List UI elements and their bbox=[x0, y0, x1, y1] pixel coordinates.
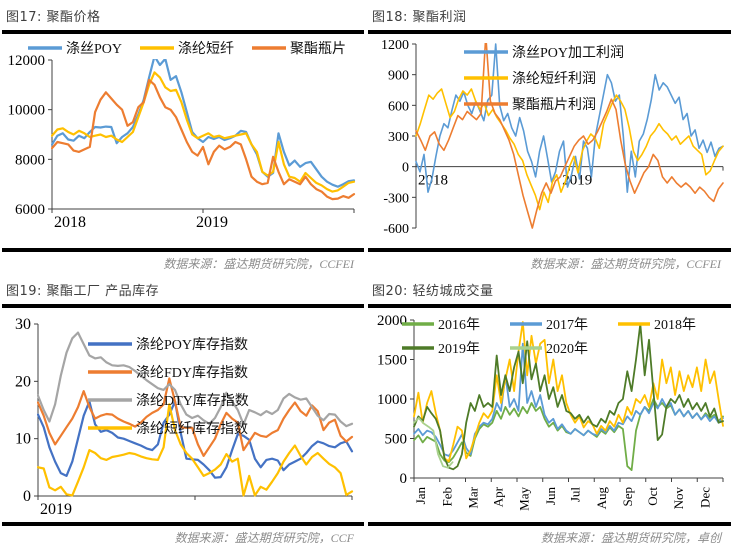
svg-text:2017年: 2017年 bbox=[546, 317, 588, 333]
svg-text:涤纶POY库存指数: 涤纶POY库存指数 bbox=[136, 337, 248, 353]
divider-rule bbox=[2, 522, 364, 526]
data-source-note: 数据来源：盛达期货研究院，CCF bbox=[174, 531, 354, 545]
svg-text:涤纶短纤库存指数: 涤纶短纤库存指数 bbox=[136, 421, 248, 437]
svg-text:-300: -300 bbox=[383, 191, 409, 206]
divider-rule bbox=[368, 304, 731, 308]
svg-text:Oct: Oct bbox=[645, 487, 660, 506]
svg-text:聚酯瓶片利润: 聚酯瓶片利润 bbox=[512, 97, 596, 113]
svg-text:涤纶DTY库存指数: 涤纶DTY库存指数 bbox=[136, 393, 249, 409]
divider-rule bbox=[368, 30, 731, 34]
svg-text:2018: 2018 bbox=[54, 214, 86, 231]
svg-text:2019: 2019 bbox=[562, 173, 592, 189]
divider-rule bbox=[368, 522, 731, 526]
divider-rule bbox=[368, 248, 731, 252]
svg-text:900: 900 bbox=[388, 69, 409, 84]
svg-text:Jun: Jun bbox=[543, 487, 558, 506]
divider-rule bbox=[2, 30, 364, 34]
svg-text:20: 20 bbox=[15, 373, 31, 390]
data-source-note: 数据来源：盛达期货研究院，CCFEI bbox=[163, 257, 354, 271]
svg-text:8000: 8000 bbox=[15, 152, 45, 168]
divider-rule bbox=[2, 248, 364, 252]
chart-title: 图19: 聚酯工厂 产品库存 bbox=[6, 284, 160, 299]
inventory-index-chart: 0 10 20 30 2019 涤纶POY库存指数涤纶FDY库存指数涤纶DTY库存指数涤纶… bbox=[15, 316, 354, 518]
svg-text:Jul: Jul bbox=[568, 487, 583, 503]
svg-text:500: 500 bbox=[385, 432, 408, 448]
panel-polyester-price: 图17: 聚酯价格 6000 8000 10000 12000 2018 2019 涤丝PO… bbox=[0, 0, 366, 274]
svg-text:300: 300 bbox=[388, 130, 409, 145]
svg-text:Dec: Dec bbox=[697, 487, 712, 508]
svg-text:0: 0 bbox=[402, 161, 409, 176]
svg-text:Apr: Apr bbox=[490, 486, 505, 507]
chart-title: 图17: 聚酯价格 bbox=[6, 10, 101, 25]
svg-text:2020年: 2020年 bbox=[546, 341, 588, 357]
chart-title: 图20: 轻纺城成交量 bbox=[372, 284, 494, 299]
svg-text:涤丝POY: 涤丝POY bbox=[66, 41, 122, 57]
svg-text:6000: 6000 bbox=[15, 202, 45, 218]
svg-text:涤丝POY加工利润: 涤丝POY加工利润 bbox=[512, 45, 624, 61]
svg-text:10: 10 bbox=[15, 431, 31, 448]
panel-textile-volume: 图20: 轻纺城成交量 0 500 1000 1500 2000 Jan Feb Mar Apr… bbox=[366, 274, 733, 548]
svg-text:Aug: Aug bbox=[594, 487, 609, 510]
svg-text:2016年: 2016年 bbox=[438, 317, 480, 333]
svg-text:May: May bbox=[517, 487, 532, 511]
polyester-profit-chart: -600 -300 0 300 600 900 1200 2018 2019 涤丝POY加工利润涤… bbox=[381, 38, 724, 236]
divider-rule bbox=[2, 304, 364, 308]
svg-text:涤纶FDY库存指数: 涤纶FDY库存指数 bbox=[136, 365, 248, 381]
svg-text:2019年: 2019年 bbox=[438, 341, 480, 357]
svg-text:2000: 2000 bbox=[377, 313, 407, 329]
svg-text:1200: 1200 bbox=[381, 38, 409, 53]
svg-text:0: 0 bbox=[400, 471, 408, 487]
svg-text:Nov: Nov bbox=[671, 487, 686, 510]
chart-title: 图18: 聚酯利润 bbox=[372, 10, 467, 25]
svg-text:2019: 2019 bbox=[40, 501, 72, 518]
svg-text:1500: 1500 bbox=[377, 353, 407, 369]
svg-text:2019: 2019 bbox=[196, 214, 228, 231]
svg-text:30: 30 bbox=[15, 316, 31, 333]
textile-volume-chart: 0 500 1000 1500 2000 Jan Feb Mar Apr May Jun Jul Aug… bbox=[377, 313, 724, 511]
svg-text:2018: 2018 bbox=[418, 173, 448, 189]
svg-text:涤纶短纤利润: 涤纶短纤利润 bbox=[512, 71, 596, 87]
polyester-price-chart: 6000 8000 10000 12000 2018 2019 涤丝POY 涤纶短纤 聚酯瓶片 bbox=[8, 41, 356, 231]
svg-text:2018年: 2018年 bbox=[654, 317, 696, 333]
svg-text:Sep: Sep bbox=[620, 487, 635, 507]
svg-text:Feb: Feb bbox=[439, 487, 454, 507]
svg-text:聚酯瓶片: 聚酯瓶片 bbox=[290, 41, 346, 57]
panel-polyester-profit: 图18: 聚酯利润 -600 -300 0 300 600 900 1200 2018 2019… bbox=[366, 0, 733, 274]
svg-text:1000: 1000 bbox=[377, 392, 407, 408]
svg-text:10000: 10000 bbox=[8, 103, 46, 119]
data-source-note: 数据来源：盛达期货研究院，CCFEI bbox=[530, 257, 721, 271]
data-source-note: 数据来源：盛达期货研究院，卓创 bbox=[540, 531, 721, 545]
svg-text:Mar: Mar bbox=[466, 486, 481, 508]
svg-text:12000: 12000 bbox=[8, 53, 46, 69]
svg-text:涤纶短纤: 涤纶短纤 bbox=[178, 41, 234, 57]
svg-text:Jan: Jan bbox=[413, 487, 428, 505]
svg-text:-600: -600 bbox=[383, 222, 409, 236]
svg-text:0: 0 bbox=[23, 488, 31, 505]
svg-text:600: 600 bbox=[388, 99, 409, 114]
panel-inventory-index: 图19: 聚酯工厂 产品库存 0 10 20 30 2019 涤纶POY库存指数 涤纶FDY… bbox=[0, 274, 366, 548]
